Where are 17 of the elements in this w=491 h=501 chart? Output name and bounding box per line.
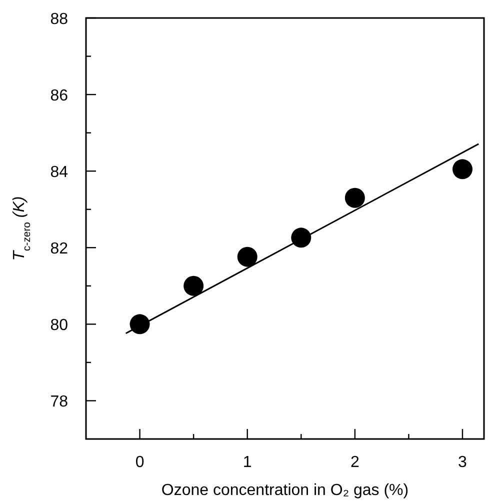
point xyxy=(184,276,204,296)
point xyxy=(344,188,365,208)
y-tick-label: 86 xyxy=(50,88,68,105)
x-tick-label: 2 xyxy=(350,454,360,471)
x-tick-label: 0 xyxy=(135,454,144,471)
x-tick-label: 3 xyxy=(458,454,468,471)
point xyxy=(452,159,472,180)
y-tick-label: 82 xyxy=(50,240,68,258)
point xyxy=(130,314,150,334)
y-tick-label: 88 xyxy=(50,11,68,28)
y-tick-label: 80 xyxy=(50,317,68,334)
x-axis-title: Ozone concentration in O₂ gas (%) xyxy=(161,482,409,499)
point xyxy=(291,228,312,248)
point xyxy=(237,246,258,267)
y-tick-label: 78 xyxy=(50,394,68,411)
x-tick-label: 1 xyxy=(242,454,252,471)
y-tick-label: 84 xyxy=(50,164,68,182)
